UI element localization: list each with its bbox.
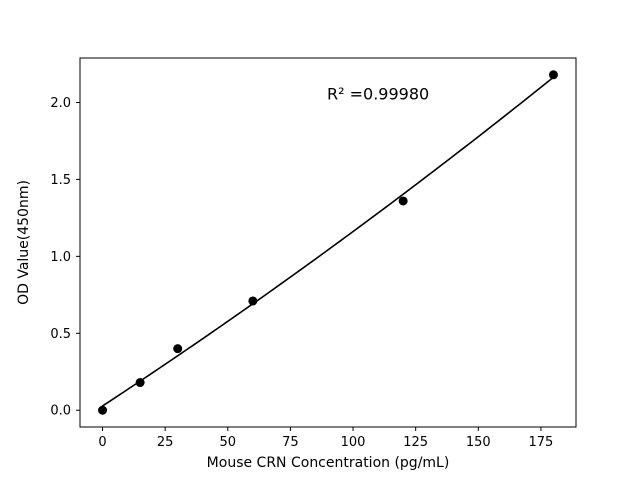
data-point	[98, 405, 108, 415]
y-tick-label: 1.0	[50, 250, 71, 265]
data-point	[248, 296, 258, 306]
x-tick-label: 175	[529, 435, 554, 450]
x-tick-label: 125	[403, 435, 428, 450]
y-tick-label: 1.5	[50, 173, 71, 188]
plot-box	[79, 57, 577, 428]
y-tick-label: 0.5	[50, 327, 71, 342]
x-tick-label: 150	[466, 435, 491, 450]
x-axis-label: Mouse CRN Concentration (pg/mL)	[207, 455, 450, 471]
data-point	[548, 70, 558, 80]
data-point	[398, 196, 408, 206]
x-tick-label: 100	[341, 435, 366, 450]
r-squared-annotation: R² =0.99980	[327, 84, 429, 103]
x-tick-label: 50	[220, 435, 237, 450]
fit-line	[101, 76, 555, 407]
x-tick-label: 25	[157, 435, 174, 450]
y-axis-label: OD Value(450nm)	[16, 180, 32, 305]
data-point	[173, 344, 183, 354]
x-tick-label: 0	[98, 435, 106, 450]
y-tick-label: 2.0	[50, 96, 71, 111]
x-tick-label: 75	[282, 435, 299, 450]
data-point	[135, 378, 145, 388]
y-tick-label: 0.0	[50, 404, 71, 419]
